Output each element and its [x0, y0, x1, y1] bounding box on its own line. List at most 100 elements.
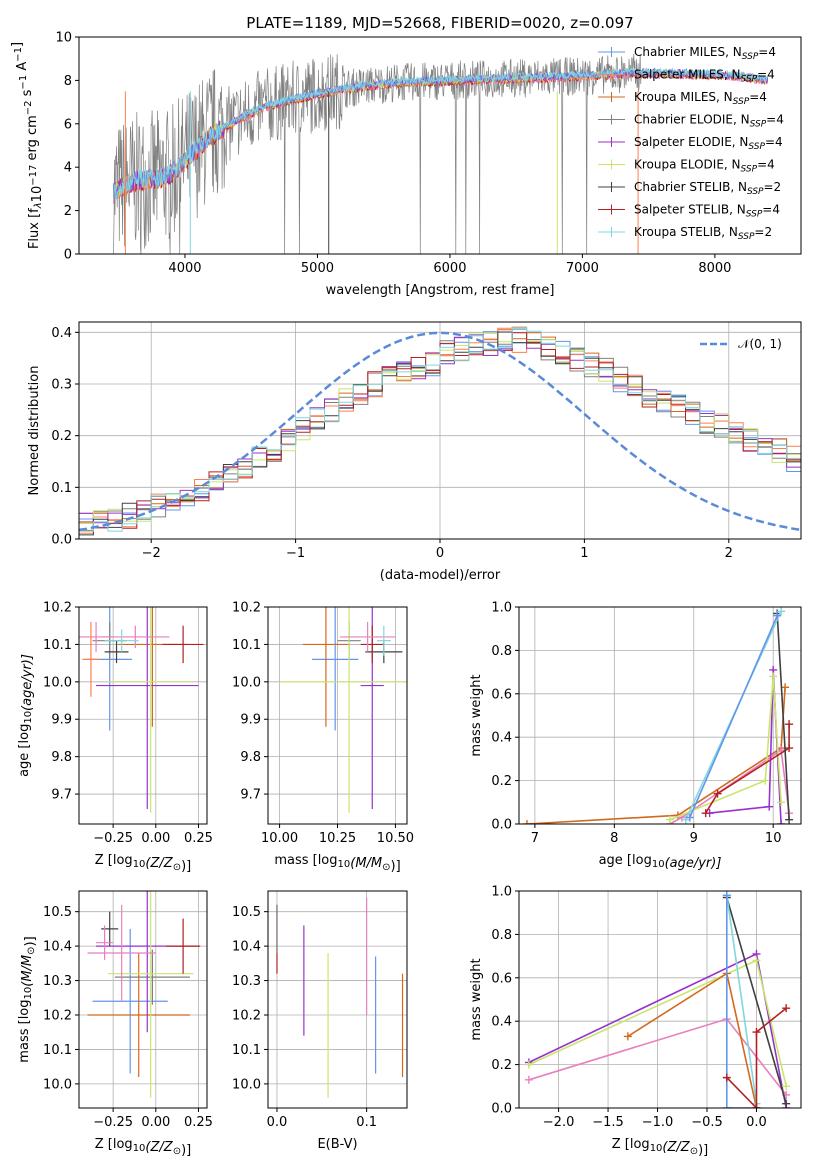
- y-tick-label: 9.9: [51, 713, 72, 728]
- y-tick-label: 0.4: [51, 326, 72, 341]
- histogram-series: [79, 326, 801, 524]
- x-tick-label: 0.25: [184, 1115, 213, 1130]
- legend-entry: Salpeter STELIB, NSSP=4: [634, 203, 780, 220]
- x-tick-label: 0.00: [141, 1115, 170, 1130]
- y-tick-label: 9.8: [240, 750, 261, 765]
- weight-point: [524, 1075, 533, 1084]
- y-tick-label: 0: [64, 248, 72, 263]
- y-tick-label: 10.5: [43, 905, 72, 920]
- x-tick-label: 7: [531, 831, 539, 846]
- y-tick-label: 1.0: [491, 601, 512, 616]
- y-tick-label: 0.0: [491, 1102, 512, 1117]
- y-tick-label: 0.1: [51, 481, 72, 496]
- weight-point: [785, 815, 794, 824]
- axes-frame: [78, 321, 802, 540]
- y-axis-label: age [log10(age/yr)]: [17, 654, 35, 777]
- x-tick-label: −2: [142, 546, 161, 561]
- y-tick-label: 10: [55, 31, 72, 46]
- x-axis-label: age [log10(age/yr)]: [599, 853, 722, 871]
- x-tick-label: 5000: [301, 261, 334, 276]
- legend-entry: 𝒩(0, 1): [738, 337, 782, 351]
- model-spectrum: [112, 67, 768, 199]
- x-axis-label: wavelength [Angstrom, rest frame]: [326, 283, 555, 298]
- y-tick-label: 4: [64, 161, 72, 176]
- weight-point: [722, 891, 731, 900]
- weight-series: [776, 613, 790, 820]
- weight-point: [623, 1032, 632, 1041]
- weight-point: [777, 798, 786, 807]
- y-tick-label: 9.9: [240, 713, 261, 728]
- weight-series: [689, 615, 778, 818]
- y-tick-label: 10.2: [43, 1009, 72, 1024]
- x-tick-label: 7000: [566, 261, 599, 276]
- legend-entry: Salpeter ELODIE, NSSP=4: [634, 135, 783, 152]
- mass-vs-Z-chart: −0.25 0.00 0.25 10.0 10.1 10.2 10.3 10.4 10.5 Z […: [17, 890, 213, 1158]
- histogram-series: [79, 327, 801, 534]
- y-tick-label: 10.1: [43, 1043, 72, 1058]
- weight-lines: [522, 607, 794, 824]
- y-tick-label: 0.2: [491, 774, 512, 789]
- weight-point: [522, 820, 531, 824]
- histogram-series: [79, 331, 801, 536]
- x-tick-label: 0: [436, 546, 444, 561]
- x-tick-label: 10: [765, 831, 782, 846]
- weight-series: [705, 724, 790, 814]
- weight-series: [669, 676, 782, 821]
- x-tick-label: −1.0: [642, 1115, 674, 1130]
- mass-weight-vs-Z-chart: −2.0 −1.5 −1.0 −0.5 0.0 0.0 0.2 0.4 0.6 0.8 1.0 Z […: [469, 885, 802, 1158]
- legend-entry: Kroupa MILES, NSSP=4: [634, 90, 767, 107]
- mass-weight-vs-age-chart: 7 8 9 10 0.0 0.2 0.4 0.6 0.8 1.0 age [log10(age/yr…: [469, 601, 802, 871]
- x-tick-label: 0.25: [184, 831, 213, 846]
- y-tick-label: 0.6: [491, 687, 512, 702]
- x-tick-label: 0.00: [141, 831, 170, 846]
- x-axis-label: Z [log10(Z/Z⊙)]: [612, 1137, 708, 1158]
- y-tick-label: 10.0: [43, 1077, 72, 1092]
- x-tick-label: −0.5: [691, 1115, 723, 1130]
- figure-title: PLATE=1189, MJD=52668, FIBERID=0020, z=0…: [246, 14, 633, 32]
- y-tick-label: 0.4: [491, 731, 512, 746]
- weight-lines: [524, 891, 791, 1108]
- weight-point: [752, 956, 761, 965]
- weight-point: [722, 1073, 731, 1082]
- histogram-steps: [79, 326, 801, 536]
- legend-entry: Chabrier MILES, NSSP=4: [634, 45, 776, 62]
- weight-point: [777, 820, 786, 824]
- weight-point: [782, 1004, 791, 1013]
- weight-point: [761, 776, 770, 785]
- weight-point: [752, 1028, 761, 1037]
- weight-point: [782, 1082, 791, 1091]
- y-axis-label: mass [log10(M/M⊙)]: [17, 936, 38, 1062]
- y-tick-label: 9.8: [51, 750, 72, 765]
- axes-frame: [267, 890, 408, 1109]
- y-axis-label: Normed distribution: [27, 366, 42, 496]
- histogram-series: [79, 328, 801, 532]
- x-tick-label: 1: [580, 546, 588, 561]
- x-axis-label: Z [log10(Z/Z⊙)]: [95, 853, 191, 874]
- y-tick-label: 1.0: [491, 885, 512, 900]
- weight-point: [765, 802, 774, 811]
- legend-entry: Kroupa STELIB, NSSP=2: [634, 225, 772, 242]
- x-tick-label: 9: [690, 831, 698, 846]
- legend-entry: Salpeter MILES, NSSP=4: [634, 68, 775, 85]
- weight-point: [773, 611, 782, 620]
- y-tick-label: 10.3: [232, 974, 261, 989]
- weight-series: [526, 687, 786, 824]
- weight-series: [725, 895, 757, 1108]
- y-tick-label: 10.5: [232, 905, 261, 920]
- y-tick-label: 0.8: [491, 928, 512, 943]
- weight-point: [665, 815, 674, 824]
- normal-curve: [79, 331, 801, 532]
- x-tick-label: 0.1: [356, 1115, 377, 1130]
- weight-point: [701, 809, 710, 818]
- weight-series: [726, 895, 758, 1104]
- weight-point: [769, 672, 778, 681]
- y-tick-label: 10.4: [232, 940, 261, 955]
- spectrum-lines: [112, 53, 769, 254]
- y-tick-label: 9.7: [51, 788, 72, 803]
- y-tick-label: 10.1: [43, 638, 72, 653]
- weight-series: [726, 897, 787, 1104]
- y-tick-label: 0.0: [51, 533, 72, 548]
- model-spectrum: [112, 67, 769, 201]
- y-tick-label: 8: [64, 74, 72, 89]
